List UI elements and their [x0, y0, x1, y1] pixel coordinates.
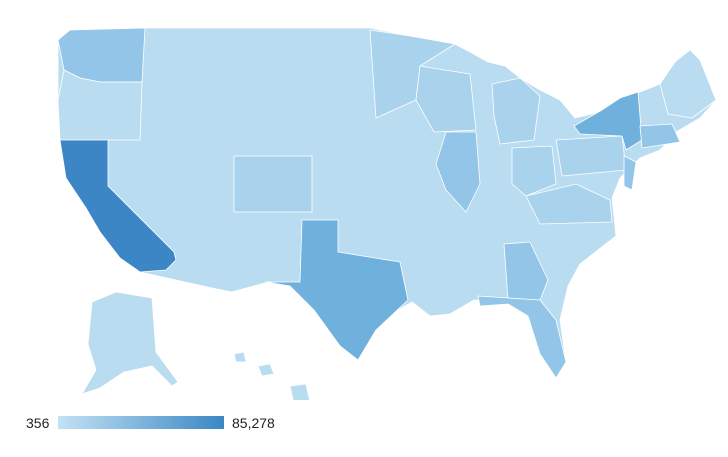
- region-ohio[interactable]: [511, 145, 557, 197]
- region-alaska[interactable]: [81, 291, 179, 395]
- legend-min-label: 356: [26, 415, 50, 431]
- region-massachusetts[interactable]: [639, 123, 681, 149]
- region-colorado[interactable]: [233, 155, 313, 213]
- us-map-svg: [57, 27, 717, 400]
- legend-gradient-bar: [58, 416, 224, 429]
- region-georgia[interactable]: [503, 241, 549, 301]
- region-oregon[interactable]: [57, 69, 143, 141]
- region-michigan[interactable]: [491, 77, 541, 145]
- region-texas[interactable]: [265, 219, 409, 361]
- region-california[interactable]: [59, 139, 177, 273]
- region-illinois[interactable]: [435, 131, 481, 213]
- region-maine[interactable]: [659, 49, 717, 119]
- region-new-jersey[interactable]: [623, 155, 637, 191]
- legend-max-label: 85,278: [232, 415, 275, 431]
- region-virginia[interactable]: [525, 183, 613, 225]
- color-legend: 356 85,278: [0, 400, 728, 457]
- region-wisconsin[interactable]: [415, 65, 477, 133]
- region-hawaii[interactable]: [233, 351, 310, 400]
- region-pennsylvania[interactable]: [555, 135, 627, 177]
- region-florida[interactable]: [477, 295, 567, 379]
- region-contiguous-us[interactable]: [57, 27, 717, 379]
- choropleth-map: [57, 27, 717, 400]
